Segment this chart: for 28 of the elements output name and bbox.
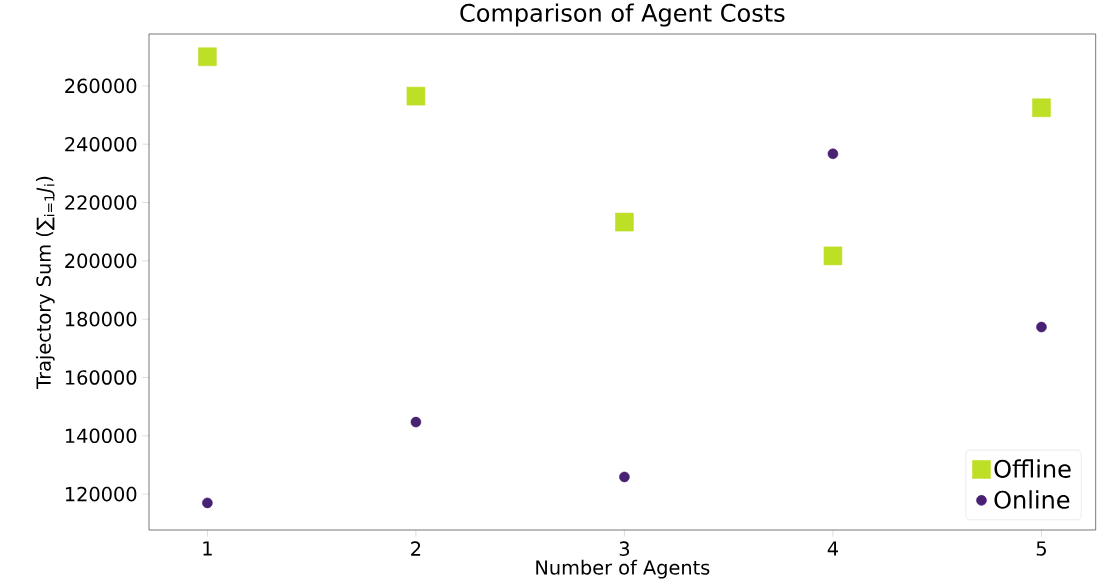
- y-tick-label: 140000: [65, 428, 137, 444]
- x-tick-label: 4: [827, 541, 839, 556]
- x-tick-label: 3: [619, 541, 630, 556]
- point: [615, 212, 634, 232]
- x-tick-label: 1: [203, 541, 212, 556]
- y-tick-label: 200000: [65, 253, 137, 269]
- x-axis-title: Number of Agents: [536, 559, 710, 579]
- point: [1036, 321, 1047, 333]
- point: [198, 47, 217, 67]
- point: [202, 497, 213, 509]
- x-tick-label: 2: [411, 541, 421, 556]
- point: [410, 416, 422, 428]
- point: [406, 86, 426, 106]
- y-tick-label: 160000: [65, 370, 137, 385]
- legend-label: Online: [994, 490, 1070, 509]
- point: [827, 148, 839, 160]
- y-tick-label: 120000: [65, 486, 137, 502]
- y-tick-label: 240000: [65, 136, 137, 152]
- y-tick-label: 220000: [65, 195, 137, 210]
- chart-title: Comparison of Agent Costs: [460, 3, 785, 27]
- point: [619, 471, 630, 483]
- legend-label: Offline: [994, 459, 1071, 478]
- y-tick-label: 260000: [65, 78, 137, 94]
- point: [823, 246, 843, 266]
- y-axis-title: Trajectory Sum (∑$_{i=1}$J$_{i}$): [35, 176, 55, 389]
- x-tick-label: 5: [1036, 541, 1046, 556]
- y-tick-label: 180000: [65, 311, 137, 327]
- point: [1032, 98, 1051, 118]
